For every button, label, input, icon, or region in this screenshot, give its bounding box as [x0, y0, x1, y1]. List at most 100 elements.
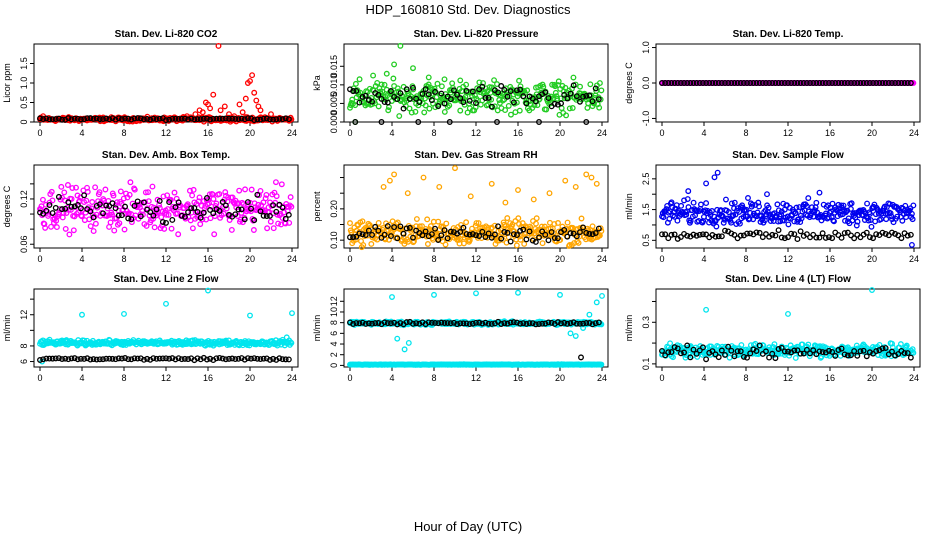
data-point — [517, 227, 524, 234]
data-point — [215, 43, 222, 49]
data-point — [116, 220, 123, 227]
data-point — [543, 106, 550, 113]
data-point — [578, 354, 584, 361]
data-point — [785, 234, 791, 241]
data-point — [362, 320, 369, 327]
data-point — [816, 189, 823, 196]
data-point — [509, 221, 516, 228]
data-point — [84, 355, 91, 362]
data-point — [166, 355, 173, 362]
data-point — [577, 229, 583, 236]
data-point — [909, 346, 916, 353]
y-tick-label: 0.010 — [329, 74, 339, 97]
data-point — [700, 231, 706, 238]
data-point — [109, 200, 116, 207]
data-point — [848, 352, 854, 359]
y-tick-label: 8 — [329, 320, 339, 325]
data-point — [181, 355, 188, 362]
data-point — [745, 195, 751, 201]
data-point — [68, 203, 75, 210]
series-1 — [659, 169, 917, 248]
data-point — [687, 80, 694, 86]
data-point — [520, 93, 527, 100]
data-point — [769, 231, 776, 238]
data-point — [223, 205, 230, 212]
data-point — [767, 218, 774, 225]
data-point — [454, 91, 461, 98]
data-point — [110, 192, 117, 199]
data-point — [210, 210, 217, 217]
data-point — [178, 356, 185, 363]
data-point — [406, 96, 413, 102]
data-point — [882, 345, 889, 351]
data-point — [190, 186, 197, 193]
data-point — [737, 80, 744, 86]
data-point — [781, 235, 788, 242]
data-point — [554, 101, 561, 108]
data-point — [350, 321, 357, 327]
data-point — [756, 229, 763, 236]
y-axis-label: percent — [312, 191, 322, 222]
data-point — [819, 80, 826, 86]
data-point — [103, 213, 110, 220]
data-point — [48, 188, 55, 195]
data-point — [244, 199, 251, 206]
data-point — [216, 207, 223, 214]
data-point — [115, 355, 122, 362]
data-point — [279, 215, 286, 221]
data-point — [737, 348, 744, 355]
data-point — [385, 107, 392, 114]
data-point — [432, 320, 438, 326]
data-point — [728, 200, 735, 207]
data-point — [109, 355, 116, 362]
data-point — [826, 80, 832, 86]
data-point — [514, 319, 520, 326]
data-point — [163, 219, 169, 226]
data-point — [598, 361, 605, 368]
data-point — [775, 227, 782, 234]
data-point — [210, 115, 217, 122]
y-tick-label: 0 — [329, 363, 339, 368]
data-point — [545, 319, 552, 326]
data-point — [435, 103, 442, 109]
data-point — [573, 233, 580, 240]
data-point — [65, 115, 72, 122]
data-point — [547, 225, 554, 232]
data-point — [803, 231, 810, 238]
data-point — [397, 90, 404, 97]
data-point — [71, 355, 78, 362]
data-point — [554, 235, 561, 242]
data-point — [151, 224, 158, 231]
data-point — [254, 116, 261, 123]
data-point — [241, 216, 248, 223]
data-point — [228, 227, 235, 233]
data-point — [375, 219, 382, 226]
data-point — [378, 95, 385, 102]
data-point — [700, 80, 706, 86]
data-point — [671, 231, 678, 238]
data-point — [763, 348, 769, 355]
data-point — [416, 223, 423, 230]
x-tick-label: 4 — [79, 373, 84, 383]
data-point — [703, 306, 710, 313]
x-tick-label: 12 — [161, 254, 171, 264]
data-point — [712, 233, 719, 240]
data-point — [668, 349, 675, 355]
data-point — [586, 311, 593, 318]
data-point — [889, 80, 895, 86]
data-point — [100, 116, 106, 123]
data-point — [813, 199, 820, 206]
data-point — [908, 210, 915, 217]
data-point — [495, 89, 501, 96]
data-point — [216, 354, 223, 361]
data-point — [586, 230, 593, 237]
data-point — [186, 187, 193, 194]
data-point — [728, 347, 735, 354]
data-point — [77, 205, 84, 212]
data-point — [882, 80, 889, 86]
data-point — [659, 80, 665, 86]
data-point — [232, 115, 239, 122]
data-point — [841, 351, 848, 358]
data-point — [446, 119, 453, 125]
data-point — [694, 353, 701, 360]
